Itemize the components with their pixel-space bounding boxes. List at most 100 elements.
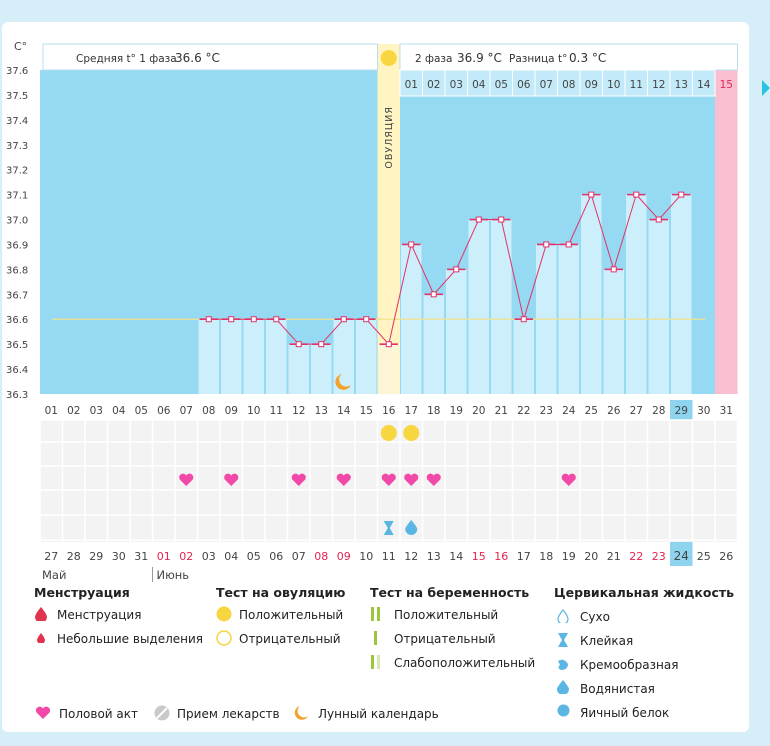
cycle-day-label: 12 — [292, 405, 305, 417]
calendar-date: 03 — [202, 550, 216, 563]
phase2-day-number: 13 — [675, 79, 688, 91]
ovulation-positive-icon — [216, 606, 232, 622]
calendar-date: 16 — [494, 550, 508, 563]
calendar-date: 31 — [134, 550, 148, 563]
heart-icon — [561, 473, 576, 486]
calendar-date: 21 — [607, 550, 621, 563]
calendar-date: 02 — [179, 550, 193, 563]
temperature-point — [678, 191, 685, 198]
temperature-point — [408, 241, 415, 248]
y-tick-label: 36.9 — [6, 240, 28, 251]
y-tick-label: 36.4 — [6, 365, 28, 376]
highlight-date — [670, 542, 693, 566]
calendar-date: 07 — [292, 550, 306, 563]
cycle-day-label: 04 — [112, 405, 126, 417]
legend-pregnancy-test-title: Тест на беременность — [370, 585, 530, 600]
temperature-point — [610, 266, 617, 273]
temperature-point — [273, 316, 280, 323]
temperature-bar — [378, 344, 399, 394]
watery-icon — [557, 680, 569, 694]
temperature-point — [588, 191, 595, 198]
phase2-label: 2 фаза — [415, 53, 452, 65]
temperature-bar — [468, 219, 489, 394]
legend-dry: Сухо — [580, 610, 610, 624]
egg-white-icon — [557, 704, 570, 717]
heart-icon — [426, 473, 441, 486]
phase2-day-number: 14 — [697, 79, 711, 91]
calendar-date: 20 — [584, 550, 598, 563]
cycle-day-label: 31 — [720, 405, 733, 417]
calendar-date: 27 — [44, 550, 58, 563]
legend-sticky: Клейкая — [580, 634, 634, 648]
temperature-bar — [491, 219, 512, 394]
cycle-day-label: 21 — [495, 405, 508, 417]
y-tick-label: 37.6 — [6, 66, 28, 77]
calendar-date: 14 — [449, 550, 463, 563]
y-tick-label: 37.2 — [6, 166, 28, 177]
cycle-day-label: 11 — [270, 405, 283, 417]
temperature-bar — [356, 319, 377, 394]
cycle-day-label: 05 — [135, 405, 148, 417]
calendar-date: 25 — [697, 550, 711, 563]
ovulation-label: ОВУЛЯЦИЯ — [384, 106, 395, 169]
temperature-bar — [603, 269, 624, 394]
temperature-bar — [423, 294, 444, 394]
y-tick-label: 37.4 — [6, 116, 28, 127]
calendar-date: 23 — [652, 550, 666, 563]
heart-icon — [381, 473, 396, 486]
pregnancy-negative-icon — [374, 631, 377, 645]
y-tick-label: 37.3 — [6, 141, 28, 152]
temperature-line — [208, 193, 682, 346]
temperature-bar — [446, 269, 467, 394]
temperature-point — [430, 291, 437, 298]
y-tick-label: 37.0 — [6, 216, 28, 227]
calendar-date: 26 — [719, 550, 733, 563]
y-tick-label: 37.1 — [6, 191, 28, 202]
legend-intercourse: Половой акт — [59, 707, 138, 721]
highlight-day — [670, 400, 693, 420]
calendar-date: 12 — [404, 550, 418, 563]
temperature-point — [340, 316, 347, 323]
cycle-day-label: 26 — [607, 405, 621, 417]
moon-icon — [294, 706, 308, 720]
temperature-point — [318, 341, 325, 348]
ovulation-negative-icon — [216, 630, 232, 646]
temperature-bar — [581, 194, 602, 394]
legend-ovulation-test-title: Тест на овуляцию — [216, 585, 346, 600]
pregnancy-faint-icon — [371, 655, 380, 669]
legend-pregnancy-negative: Отрицательный — [394, 632, 496, 646]
period-column — [715, 70, 738, 394]
blood-drop-icon — [35, 607, 47, 621]
calendar-date: 05 — [247, 550, 261, 563]
calendar-date: 24 — [674, 549, 689, 563]
calendar-date: 10 — [359, 550, 373, 563]
heart-icon — [224, 473, 239, 486]
phase2-day-number: 07 — [540, 79, 553, 91]
temperature-bar — [288, 344, 309, 394]
cycle-day-label: 25 — [585, 405, 598, 417]
y-tick-label: 36.5 — [6, 340, 28, 351]
ovulation-sun-icon — [380, 50, 397, 66]
calendar-date: 29 — [89, 550, 103, 563]
phase2-day-number: 02 — [427, 79, 440, 91]
scroll-right-arrow-icon[interactable] — [762, 80, 770, 96]
phase2-day-number: 05 — [495, 79, 508, 91]
cycle-day-label: 14 — [337, 405, 351, 417]
legend-cervical-fluid-title: Цервикальная жидкость — [554, 585, 735, 600]
temperature-point — [543, 241, 550, 248]
legend-menstruation: Менструация — [57, 608, 142, 622]
phase2-value: 36.9 °C — [457, 51, 502, 65]
temperature-bar — [198, 319, 219, 394]
temperature-point — [385, 341, 392, 348]
legend-ovulation-positive: Положительный — [239, 608, 344, 622]
temperature-point — [205, 316, 212, 323]
legend-creamy: Кремообразная — [580, 658, 679, 672]
calendar-date: 06 — [269, 550, 283, 563]
temperature-bar — [333, 319, 354, 394]
legend-ovulation-negative: Отрицательный — [239, 632, 341, 646]
cycle-day-label: 23 — [540, 405, 553, 417]
diff-label: Разница t° — [509, 53, 567, 65]
phase2-header — [399, 43, 738, 71]
cycle-day-label: 02 — [67, 405, 80, 417]
cycle-day-label: 15 — [360, 405, 373, 417]
